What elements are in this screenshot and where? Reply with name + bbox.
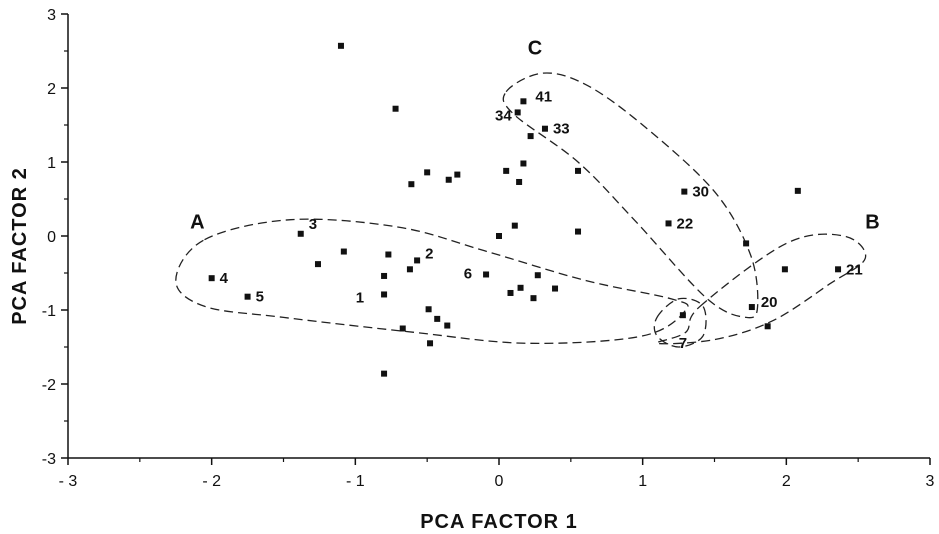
x-tick-label: - 1 — [346, 473, 365, 490]
data-point — [748, 304, 755, 311]
x-tick-label: 2 — [782, 473, 791, 490]
data-point — [496, 233, 502, 239]
x-tick-label: 3 — [926, 473, 935, 490]
group-c-label: C — [528, 38, 542, 60]
point-label: 33 — [553, 121, 570, 138]
x-tick-label: 0 — [495, 473, 504, 490]
data-point — [794, 187, 801, 194]
data-point — [337, 42, 344, 49]
data-point — [385, 251, 392, 258]
y-tick-label: 1 — [47, 155, 56, 172]
group-b-label: B — [865, 212, 879, 234]
data-point — [381, 272, 388, 279]
point-label: 1 — [356, 289, 364, 306]
data-point — [503, 167, 510, 174]
data-point — [445, 176, 452, 183]
data-point — [541, 125, 548, 132]
point-label: 34 — [495, 107, 512, 124]
data-point — [414, 257, 421, 264]
data-point — [679, 312, 686, 319]
point-label: 3 — [309, 216, 317, 233]
data-point — [425, 306, 432, 313]
data-point — [244, 293, 251, 300]
point-label: 2 — [425, 245, 433, 262]
data-point — [514, 109, 521, 116]
data-point — [520, 160, 527, 167]
group-a-label: A — [190, 212, 204, 234]
data-point — [427, 340, 434, 347]
data-point — [665, 220, 672, 227]
x-tick-label: - 2 — [202, 473, 221, 490]
point-label: 22 — [677, 215, 694, 232]
point-label: 5 — [256, 289, 264, 306]
data-point — [552, 285, 559, 292]
point-label: 7 — [679, 335, 687, 352]
data-point — [297, 230, 304, 237]
y-tick-label: 0 — [47, 229, 56, 246]
data-point — [530, 295, 537, 302]
data-point — [399, 325, 406, 332]
data-point — [534, 272, 541, 279]
data-point — [454, 171, 461, 178]
data-point — [575, 228, 582, 235]
point-label: 20 — [761, 294, 778, 311]
group-c-outline — [502, 72, 759, 319]
point-label: 6 — [464, 265, 472, 282]
data-point — [764, 323, 771, 330]
data-point — [575, 167, 582, 174]
data-point — [516, 178, 523, 185]
x-axis-title: PCA FACTOR 1 — [420, 511, 578, 533]
data-point — [444, 322, 451, 329]
data-point — [520, 98, 527, 105]
x-tick-label: - 3 — [59, 473, 78, 490]
data-point — [507, 289, 514, 296]
x-tick-label: 1 — [638, 473, 647, 490]
point-label: 41 — [535, 88, 552, 105]
data-points — [208, 42, 842, 377]
data-point — [511, 222, 518, 229]
point-labels: 41 34 33 30 22 3 2 4 5 1 6 21 20 7 — [220, 88, 863, 352]
data-point — [340, 248, 347, 255]
data-point — [743, 240, 750, 247]
point-label: 21 — [846, 261, 863, 278]
group-b-outline — [655, 233, 867, 345]
cluster-outlines: A B C — [175, 38, 880, 348]
data-point — [681, 188, 688, 195]
group-a-outline — [175, 218, 689, 345]
data-point — [314, 261, 321, 268]
data-point — [517, 284, 524, 291]
data-point — [406, 266, 413, 273]
data-point — [208, 275, 215, 282]
y-tick-label: -1 — [42, 303, 56, 320]
data-point — [408, 181, 415, 188]
y-tick-label: 3 — [47, 7, 56, 24]
data-point — [527, 133, 534, 140]
data-point — [781, 266, 788, 273]
data-point — [835, 266, 842, 273]
data-point — [483, 271, 490, 278]
y-tick-label: -3 — [42, 451, 56, 468]
data-point — [381, 370, 388, 377]
data-point — [392, 105, 399, 112]
data-point — [381, 291, 388, 298]
y-tick-label: 2 — [47, 81, 56, 98]
y-axis-title: PCA FACTOR 2 — [9, 167, 31, 325]
data-point — [434, 315, 441, 322]
group-7-outline — [653, 297, 707, 348]
point-label: 4 — [220, 270, 229, 287]
data-point — [424, 169, 431, 176]
y-tick-label: -2 — [42, 377, 56, 394]
point-label: 30 — [692, 184, 709, 201]
